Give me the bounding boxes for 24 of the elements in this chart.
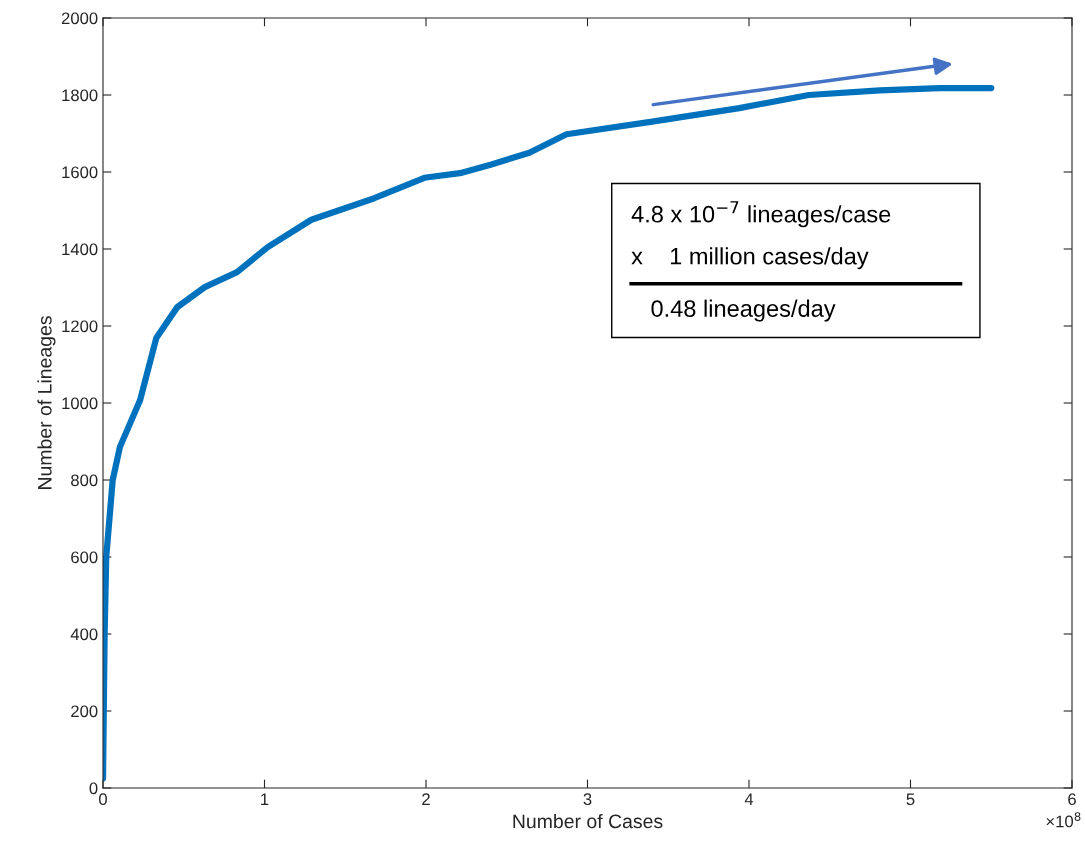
y-tick-label: 400 (70, 628, 98, 641)
y-tick-label: 0 (89, 782, 98, 795)
annotation: 0.48 lineages/day (651, 299, 836, 322)
x-tick-label: 5 (906, 793, 915, 806)
y-tick-label: 800 (71, 474, 98, 487)
y-tick-label: 1400 (62, 243, 98, 256)
y-tick-label: 600 (71, 551, 98, 564)
x-axis-title: Number of Cases (513, 813, 663, 829)
x-tick-label: 6 (1068, 793, 1076, 806)
y-axis-title: Number of Lineages (37, 316, 56, 489)
y-tick-label: 1200 (62, 320, 98, 333)
y-tick-label: 200 (71, 705, 98, 718)
annotation: x 1 million cases/day (631, 247, 869, 270)
x-tick-label: 3 (583, 793, 592, 806)
y-tick-label: 1000 (62, 397, 98, 410)
x-tick-label: 2 (422, 793, 430, 805)
y-tick-label: 2000 (61, 12, 98, 25)
text: ×10$^{8}$ (1046, 812, 1081, 828)
x-tick-label: 1 (261, 793, 269, 805)
y-tick-label: 1800 (62, 89, 98, 102)
x-tick-label: 0 (99, 793, 107, 806)
x-tick-label: 4 (744, 793, 754, 805)
annotation: 4.8 x 10$^{−7}$ lineages/case (631, 201, 891, 228)
y-tick-label: 1600 (62, 166, 98, 179)
